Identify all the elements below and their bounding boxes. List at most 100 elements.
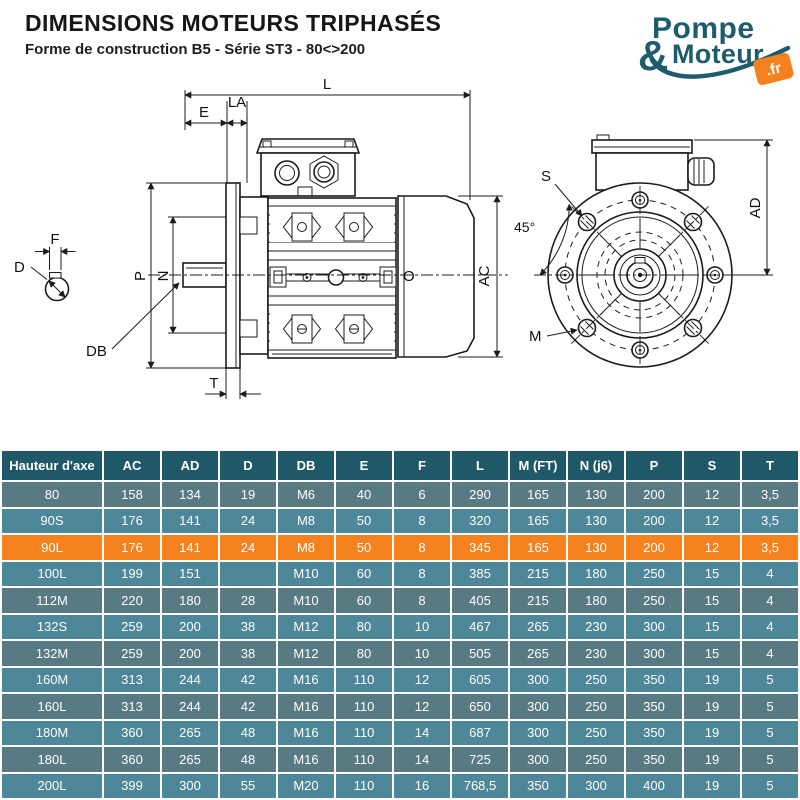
table-cell: 10 — [394, 641, 450, 666]
table-cell: 80 — [336, 641, 392, 666]
table-cell: 55 — [220, 773, 276, 798]
brand-logo: Pompe & Moteur .fr — [600, 6, 800, 90]
table-cell: 265 — [510, 641, 566, 666]
row-label-cell: 90L — [2, 535, 102, 560]
table-cell: 8 — [394, 588, 450, 613]
page-subtitle: Forme de construction B5 - Série ST3 - 8… — [25, 41, 366, 58]
table-cell: 725 — [452, 747, 508, 772]
dim-label-45deg: 45° — [514, 219, 535, 235]
table-cell: 350 — [626, 667, 682, 692]
table-cell: 605 — [452, 667, 508, 692]
header-cell: AD — [162, 451, 218, 480]
table-cell: 5 — [742, 747, 798, 772]
header-cell: P — [626, 451, 682, 480]
dim-label-db: DB — [86, 343, 107, 360]
table-cell: 158 — [104, 482, 160, 507]
table-cell: 8 — [394, 508, 450, 533]
table-cell: M10 — [278, 588, 334, 613]
table-cell: 14 — [394, 720, 450, 745]
row-label-cell: 132M — [2, 641, 102, 666]
table-cell: 313 — [104, 667, 160, 692]
table-cell: 199 — [104, 561, 160, 586]
logo-word-moteur: Moteur — [672, 39, 764, 69]
table-cell: 19 — [220, 482, 276, 507]
dim-label-n: N — [155, 271, 172, 282]
table-cell: 3,5 — [742, 535, 798, 560]
table-cell: M20 — [278, 773, 334, 798]
table-cell: 5 — [742, 694, 798, 719]
table-cell: 50 — [336, 508, 392, 533]
row-label-cell: 132S — [2, 614, 102, 639]
table-cell: 5 — [742, 720, 798, 745]
table-cell: M6 — [278, 482, 334, 507]
dim-label-d: D — [14, 259, 25, 276]
page-title: DIMENSIONS MOTEURS TRIPHASÉS — [25, 10, 442, 36]
table-cell: 300 — [626, 641, 682, 666]
table-cell: 42 — [220, 694, 276, 719]
header-cell: L — [452, 451, 508, 480]
table-cell: 244 — [162, 667, 218, 692]
row-label-cell: 180L — [2, 747, 102, 772]
table-cell: 4 — [742, 641, 798, 666]
table-cell: 250 — [568, 667, 624, 692]
table-cell: 19 — [684, 773, 740, 798]
dimensions-table: Hauteur d'axe AC AD D DB E F L M (FT) N (j6) P S T 80… — [2, 451, 798, 798]
table-cell: 110 — [336, 720, 392, 745]
table-cell: 141 — [162, 508, 218, 533]
row-label-cell: 200L — [2, 773, 102, 798]
table-cell: M16 — [278, 667, 334, 692]
table-cell: 141 — [162, 535, 218, 560]
table-cell: 265 — [510, 614, 566, 639]
table-cell: M8 — [278, 508, 334, 533]
table-cell: 15 — [684, 588, 740, 613]
table-cell: 200 — [162, 614, 218, 639]
table-cell: 350 — [626, 747, 682, 772]
table-cell: 215 — [510, 588, 566, 613]
row-label-cell: 160M — [2, 667, 102, 692]
table-cell: 230 — [568, 614, 624, 639]
table-cell: 200 — [162, 641, 218, 666]
table-cell: 345 — [452, 535, 508, 560]
table-cell: 180 — [568, 561, 624, 586]
table-cell: 110 — [336, 773, 392, 798]
table-cell: M16 — [278, 694, 334, 719]
table-cell: 259 — [104, 614, 160, 639]
table-cell: 5 — [742, 773, 798, 798]
table-cell: 300 — [626, 614, 682, 639]
dim-label-ac: AC — [476, 265, 493, 286]
dim-label-e: E — [199, 104, 209, 121]
table-cell: 200 — [626, 482, 682, 507]
table-cell: 19 — [684, 720, 740, 745]
table-cell: 350 — [510, 773, 566, 798]
table-cell: 10 — [394, 614, 450, 639]
technical-drawing: L E LA P N D F DB T O AC — [14, 76, 773, 399]
dim-label-l: L — [323, 76, 331, 93]
table-cell: 130 — [568, 482, 624, 507]
table-cell: 38 — [220, 614, 276, 639]
table-cell: 768,5 — [452, 773, 508, 798]
dim-label-m: M — [529, 328, 542, 345]
table-cell: M12 — [278, 614, 334, 639]
table-cell: 28 — [220, 588, 276, 613]
table-cell: 130 — [568, 535, 624, 560]
table-cell: M12 — [278, 641, 334, 666]
table-cell: 48 — [220, 747, 276, 772]
table-cell: 350 — [626, 720, 682, 745]
header-cell: N (j6) — [568, 451, 624, 480]
table-cell: 3,5 — [742, 482, 798, 507]
table-cell: 180 — [162, 588, 218, 613]
table-cell: 6 — [394, 482, 450, 507]
table-cell: 5 — [742, 667, 798, 692]
table-cell: 176 — [104, 535, 160, 560]
table-cell: 24 — [220, 508, 276, 533]
header-cell: D — [220, 451, 276, 480]
table-cell: 360 — [104, 720, 160, 745]
table-cell: 42 — [220, 667, 276, 692]
table-cell: 300 — [568, 773, 624, 798]
header-cell: AC — [104, 451, 160, 480]
table-cell: 48 — [220, 720, 276, 745]
table-cell: 300 — [510, 720, 566, 745]
table-cell: 38 — [220, 641, 276, 666]
row-label-cell: 160L — [2, 694, 102, 719]
